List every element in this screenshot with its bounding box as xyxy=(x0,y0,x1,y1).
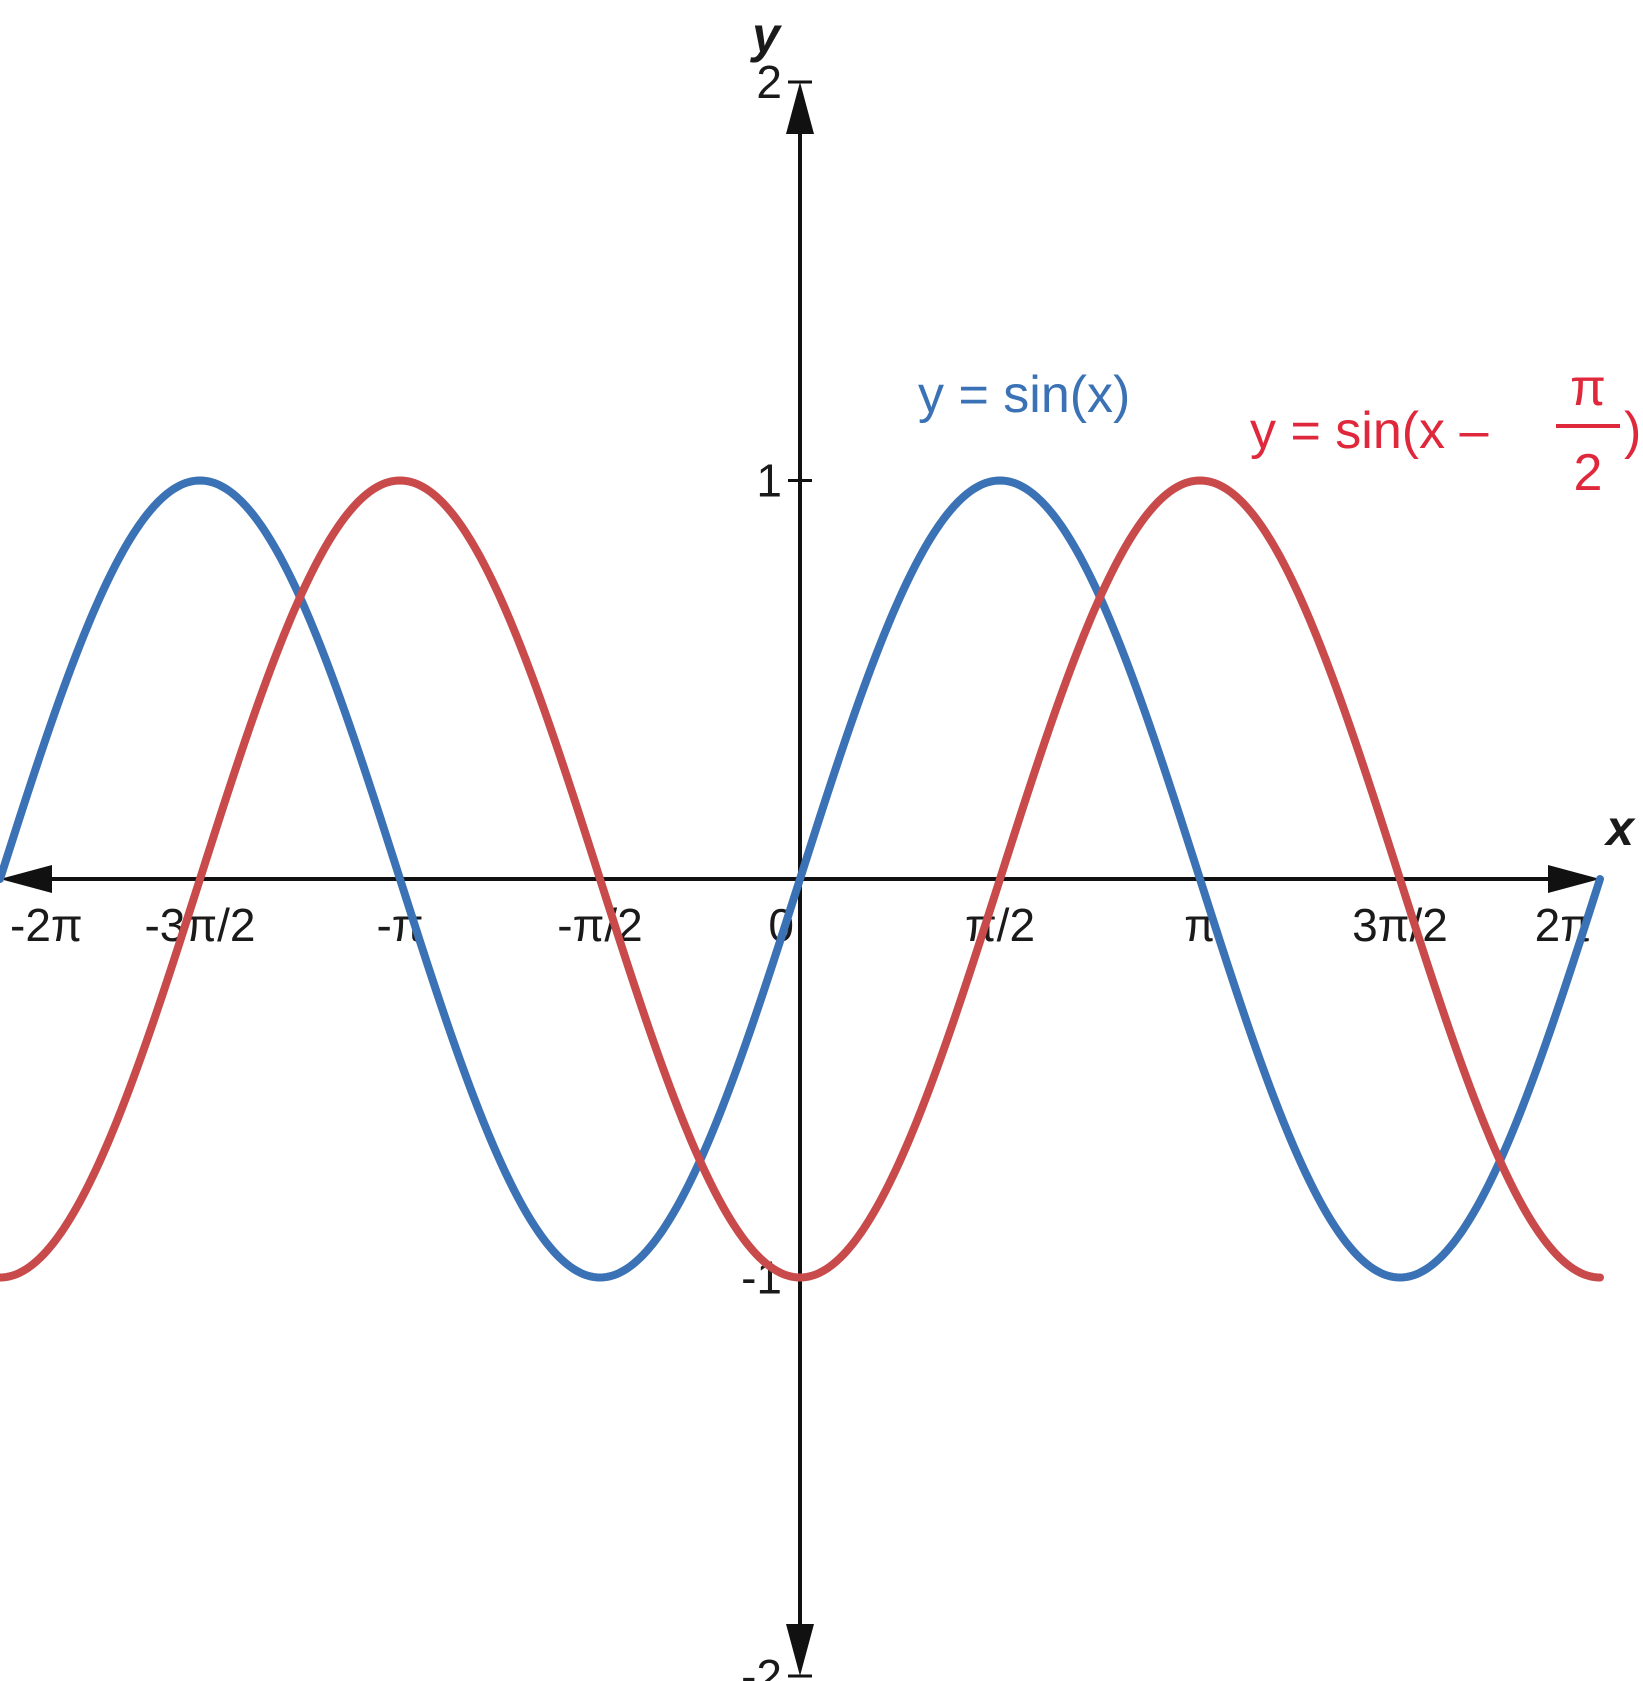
y-axis-arrow-up xyxy=(786,82,814,134)
series-label-sin-x-text: y = sin(x) xyxy=(918,366,1130,424)
series-label-denominator: 2 xyxy=(1574,444,1603,502)
y-tick-label: 1 xyxy=(756,455,782,507)
x-tick-label: -π/2 xyxy=(557,899,642,951)
x-tick-label: -3π/2 xyxy=(144,899,255,951)
x-axis-title: x xyxy=(1603,800,1636,856)
series-label-sin-x: y = sin(x) xyxy=(918,366,1130,424)
x-axis-arrow-left xyxy=(0,865,52,893)
series-label-numerator: π xyxy=(1570,359,1606,417)
series-label-suffix: ) xyxy=(1624,402,1641,460)
y-ticks: 21-1-2 xyxy=(741,56,812,1681)
y-axis-arrow-down xyxy=(786,1624,814,1676)
series-label-shifted-sin: y = sin(x – π 2 ) xyxy=(1250,359,1641,502)
series-label-prefix: y = sin(x – xyxy=(1250,402,1488,460)
x-axis-arrow-right xyxy=(1548,865,1600,893)
x-tick-label: -2π xyxy=(10,899,83,951)
x-tick-label: 3π/2 xyxy=(1352,899,1448,951)
y-tick-label: 2 xyxy=(756,56,782,108)
y-axis-title: y xyxy=(749,7,782,63)
y-tick-label: -2 xyxy=(741,1650,782,1681)
series-layer xyxy=(0,476,1604,1282)
series-line-shifted-sin xyxy=(0,476,1604,1282)
series-line-sin-x xyxy=(0,476,1604,1282)
